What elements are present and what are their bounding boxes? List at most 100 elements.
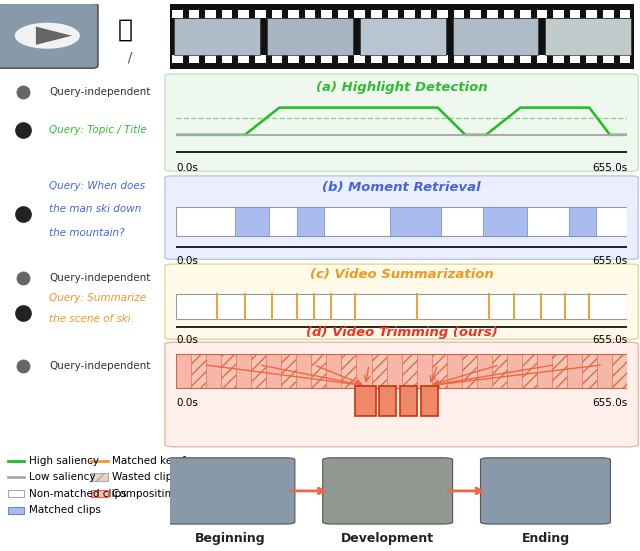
Bar <box>238 55 249 63</box>
Text: 0.0s: 0.0s <box>176 334 198 345</box>
Text: 0.0s: 0.0s <box>176 398 198 408</box>
Bar <box>603 55 614 63</box>
Text: Wasted clips: Wasted clips <box>113 472 178 482</box>
Bar <box>205 55 216 63</box>
Bar <box>387 55 398 63</box>
Bar <box>271 10 282 18</box>
Bar <box>266 354 282 388</box>
Bar <box>326 354 342 388</box>
Bar <box>387 354 402 388</box>
Text: Non-matched clips: Non-matched clips <box>29 489 127 499</box>
Text: Query-independent: Query-independent <box>49 360 150 370</box>
FancyBboxPatch shape <box>165 264 638 339</box>
Bar <box>462 354 477 388</box>
Bar <box>234 207 269 236</box>
Text: (a) Highlight Detection: (a) Highlight Detection <box>316 80 488 94</box>
Bar <box>355 10 365 18</box>
Bar <box>404 10 415 18</box>
Text: Low saliency: Low saliency <box>29 472 96 482</box>
Text: 655.0s: 655.0s <box>592 164 627 174</box>
Bar <box>176 294 627 319</box>
Text: (c) Video Summarization: (c) Video Summarization <box>310 268 493 282</box>
FancyBboxPatch shape <box>360 18 445 55</box>
Text: (d) Video Trimming (ours): (d) Video Trimming (ours) <box>306 326 497 339</box>
Bar <box>338 55 348 63</box>
Text: Query: Summarize: Query: Summarize <box>49 293 146 303</box>
Bar <box>492 354 507 388</box>
Bar <box>570 55 580 63</box>
Bar <box>437 10 448 18</box>
Text: 655.0s: 655.0s <box>592 334 627 345</box>
Polygon shape <box>36 26 72 45</box>
Bar <box>342 354 356 388</box>
Bar <box>404 55 415 63</box>
Bar <box>447 354 462 388</box>
FancyBboxPatch shape <box>165 342 638 447</box>
Bar <box>221 354 236 388</box>
Bar <box>238 10 249 18</box>
Text: Development: Development <box>341 532 435 545</box>
Bar <box>487 10 498 18</box>
Text: 0.0s: 0.0s <box>176 164 198 174</box>
Bar <box>92 473 108 481</box>
Bar <box>620 55 630 63</box>
FancyBboxPatch shape <box>323 458 452 524</box>
Bar <box>176 354 191 388</box>
Bar <box>172 10 183 18</box>
FancyBboxPatch shape <box>452 18 538 55</box>
Bar <box>321 10 332 18</box>
Bar <box>172 55 183 63</box>
FancyBboxPatch shape <box>481 458 611 524</box>
Bar <box>189 55 199 63</box>
Bar <box>288 10 299 18</box>
Text: Compositing clips: Compositing clips <box>113 489 205 499</box>
Bar <box>236 354 251 388</box>
Bar <box>420 55 431 63</box>
Text: Matched key-frames: Matched key-frames <box>113 456 219 466</box>
Bar <box>477 354 492 388</box>
Text: Beginning: Beginning <box>195 532 265 545</box>
Bar <box>507 354 522 388</box>
Bar <box>355 55 365 63</box>
Bar <box>255 10 266 18</box>
Bar <box>282 354 296 388</box>
Bar <box>432 354 447 388</box>
Bar <box>305 10 316 18</box>
Text: 📷: 📷 <box>118 18 133 42</box>
Bar <box>553 10 564 18</box>
Bar <box>305 55 316 63</box>
Bar <box>552 354 567 388</box>
Text: High saliency: High saliency <box>29 456 99 466</box>
Bar <box>537 10 547 18</box>
Bar <box>570 10 580 18</box>
Bar <box>206 354 221 388</box>
FancyBboxPatch shape <box>0 3 98 68</box>
Bar <box>356 354 371 388</box>
Bar <box>569 207 596 236</box>
Bar <box>390 207 441 236</box>
Bar <box>222 10 232 18</box>
Text: the mountain?: the mountain? <box>49 228 125 237</box>
Bar <box>271 55 282 63</box>
FancyBboxPatch shape <box>174 18 260 55</box>
Bar <box>586 55 597 63</box>
Bar <box>387 10 398 18</box>
Circle shape <box>15 23 80 48</box>
Bar <box>522 354 537 388</box>
Bar <box>371 354 387 388</box>
Bar <box>454 10 465 18</box>
Bar <box>483 207 527 236</box>
Bar <box>371 55 381 63</box>
Bar <box>176 354 627 388</box>
Bar <box>454 55 465 63</box>
Bar <box>312 354 326 388</box>
Text: Query: Topic / Title: Query: Topic / Title <box>49 125 147 136</box>
FancyBboxPatch shape <box>267 18 353 55</box>
Bar <box>582 354 597 388</box>
Bar <box>553 55 564 63</box>
Bar <box>189 10 199 18</box>
Bar <box>487 55 498 63</box>
Bar <box>537 354 552 388</box>
Bar <box>296 207 324 236</box>
Bar <box>504 55 514 63</box>
